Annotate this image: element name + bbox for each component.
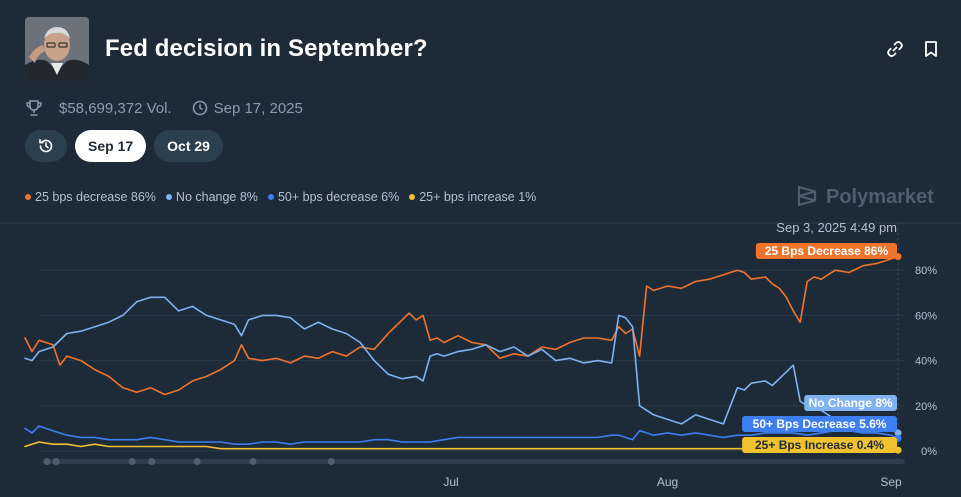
legend-dot	[409, 194, 416, 200]
series-line-2	[24, 425, 899, 445]
page-title: Fed decision in September?	[105, 35, 428, 62]
series-end-label-bg-2	[742, 416, 897, 432]
timeline-marker	[249, 458, 257, 465]
y-tick-label: 20%	[915, 401, 937, 413]
series-end-label-0: 25 Bps Decrease 86%	[765, 244, 889, 258]
legend-dot	[165, 194, 172, 200]
x-tick-label: Sep	[880, 475, 902, 489]
market-avatar	[25, 17, 89, 81]
tab-oct-29[interactable]: Oct 29	[154, 130, 223, 162]
timeline-bar	[43, 459, 905, 464]
legend-dot	[25, 194, 31, 200]
polymarket-logo-icon	[797, 185, 817, 207]
series-end-dot-1	[894, 429, 902, 437]
y-tick-label: 40%	[915, 356, 937, 368]
series-end-label-bg-1	[804, 395, 897, 411]
timeline-marker	[327, 458, 335, 465]
timeline-marker	[148, 458, 156, 465]
legend-label: 50+ bps decrease 6%	[277, 190, 400, 204]
x-tick-label: Aug	[657, 475, 678, 489]
end-date-text: Sep 17, 2025	[213, 99, 303, 117]
history-button[interactable]	[25, 130, 67, 162]
y-tick-label: 80%	[915, 265, 937, 277]
chart-legend: 25 bps decrease 86% No change 8% 50+ bps…	[25, 190, 536, 204]
bookmark-icon[interactable]	[921, 39, 941, 59]
brand-watermark: Polymarket	[796, 185, 934, 209]
tab-sep-17[interactable]: Sep 17	[75, 130, 147, 162]
legend-item: 50+ bps decrease 6%	[267, 190, 400, 204]
market-header: Fed decision in September?	[25, 17, 941, 81]
legend-label: 25 bps decrease 86%	[35, 190, 156, 204]
hover-timestamp: Sep 3, 2025 4:49 pm	[776, 220, 897, 235]
series-end-label-bg-3	[742, 437, 897, 453]
volume-text: $58,699,372 Vol.	[59, 99, 172, 117]
legend-item: 25+ bps increase 1%	[409, 190, 536, 204]
market-meta: $58,699,372 Vol. Sep 17, 2025	[25, 98, 303, 118]
clock-icon	[192, 100, 207, 116]
legend-item: No change 8%	[165, 190, 258, 204]
series-end-label-1: No Change 8%	[809, 396, 893, 410]
probability-chart[interactable]: Sep 3, 2025 4:49 pm 80% 60% 40% 20% 0% Jul Aug S…	[0, 210, 961, 497]
timeline-marker	[128, 458, 136, 465]
series-end-label-2: 50+ Bps Decrease 5.6%	[753, 417, 887, 431]
series-line-0	[24, 255, 899, 396]
y-tick-label: 0%	[921, 446, 937, 458]
brand-name: Polymarket	[826, 185, 934, 208]
history-icon	[39, 139, 53, 153]
y-tick-label: 60%	[915, 310, 937, 322]
timeline-marker	[193, 458, 201, 465]
legend-label: No change 8%	[175, 190, 258, 204]
legend-label: 25+ bps increase 1%	[419, 190, 537, 204]
portrait-icon	[25, 17, 89, 81]
link-icon[interactable]	[885, 39, 905, 59]
series-end-label-3: 25+ Bps Increase 0.4%	[755, 438, 884, 452]
legend-dot	[267, 194, 274, 200]
series-end-label-bg-0	[755, 243, 897, 259]
series-line-3	[24, 441, 899, 451]
date-tabs: Sep 17 Oct 29	[25, 130, 223, 162]
series-line-1	[24, 296, 899, 434]
timeline-marker	[52, 458, 60, 465]
legend-item: 25 bps decrease 86%	[25, 190, 156, 204]
trophy-icon	[26, 100, 42, 116]
timeline-marker	[43, 458, 51, 465]
x-tick-label: Jul	[443, 475, 458, 489]
